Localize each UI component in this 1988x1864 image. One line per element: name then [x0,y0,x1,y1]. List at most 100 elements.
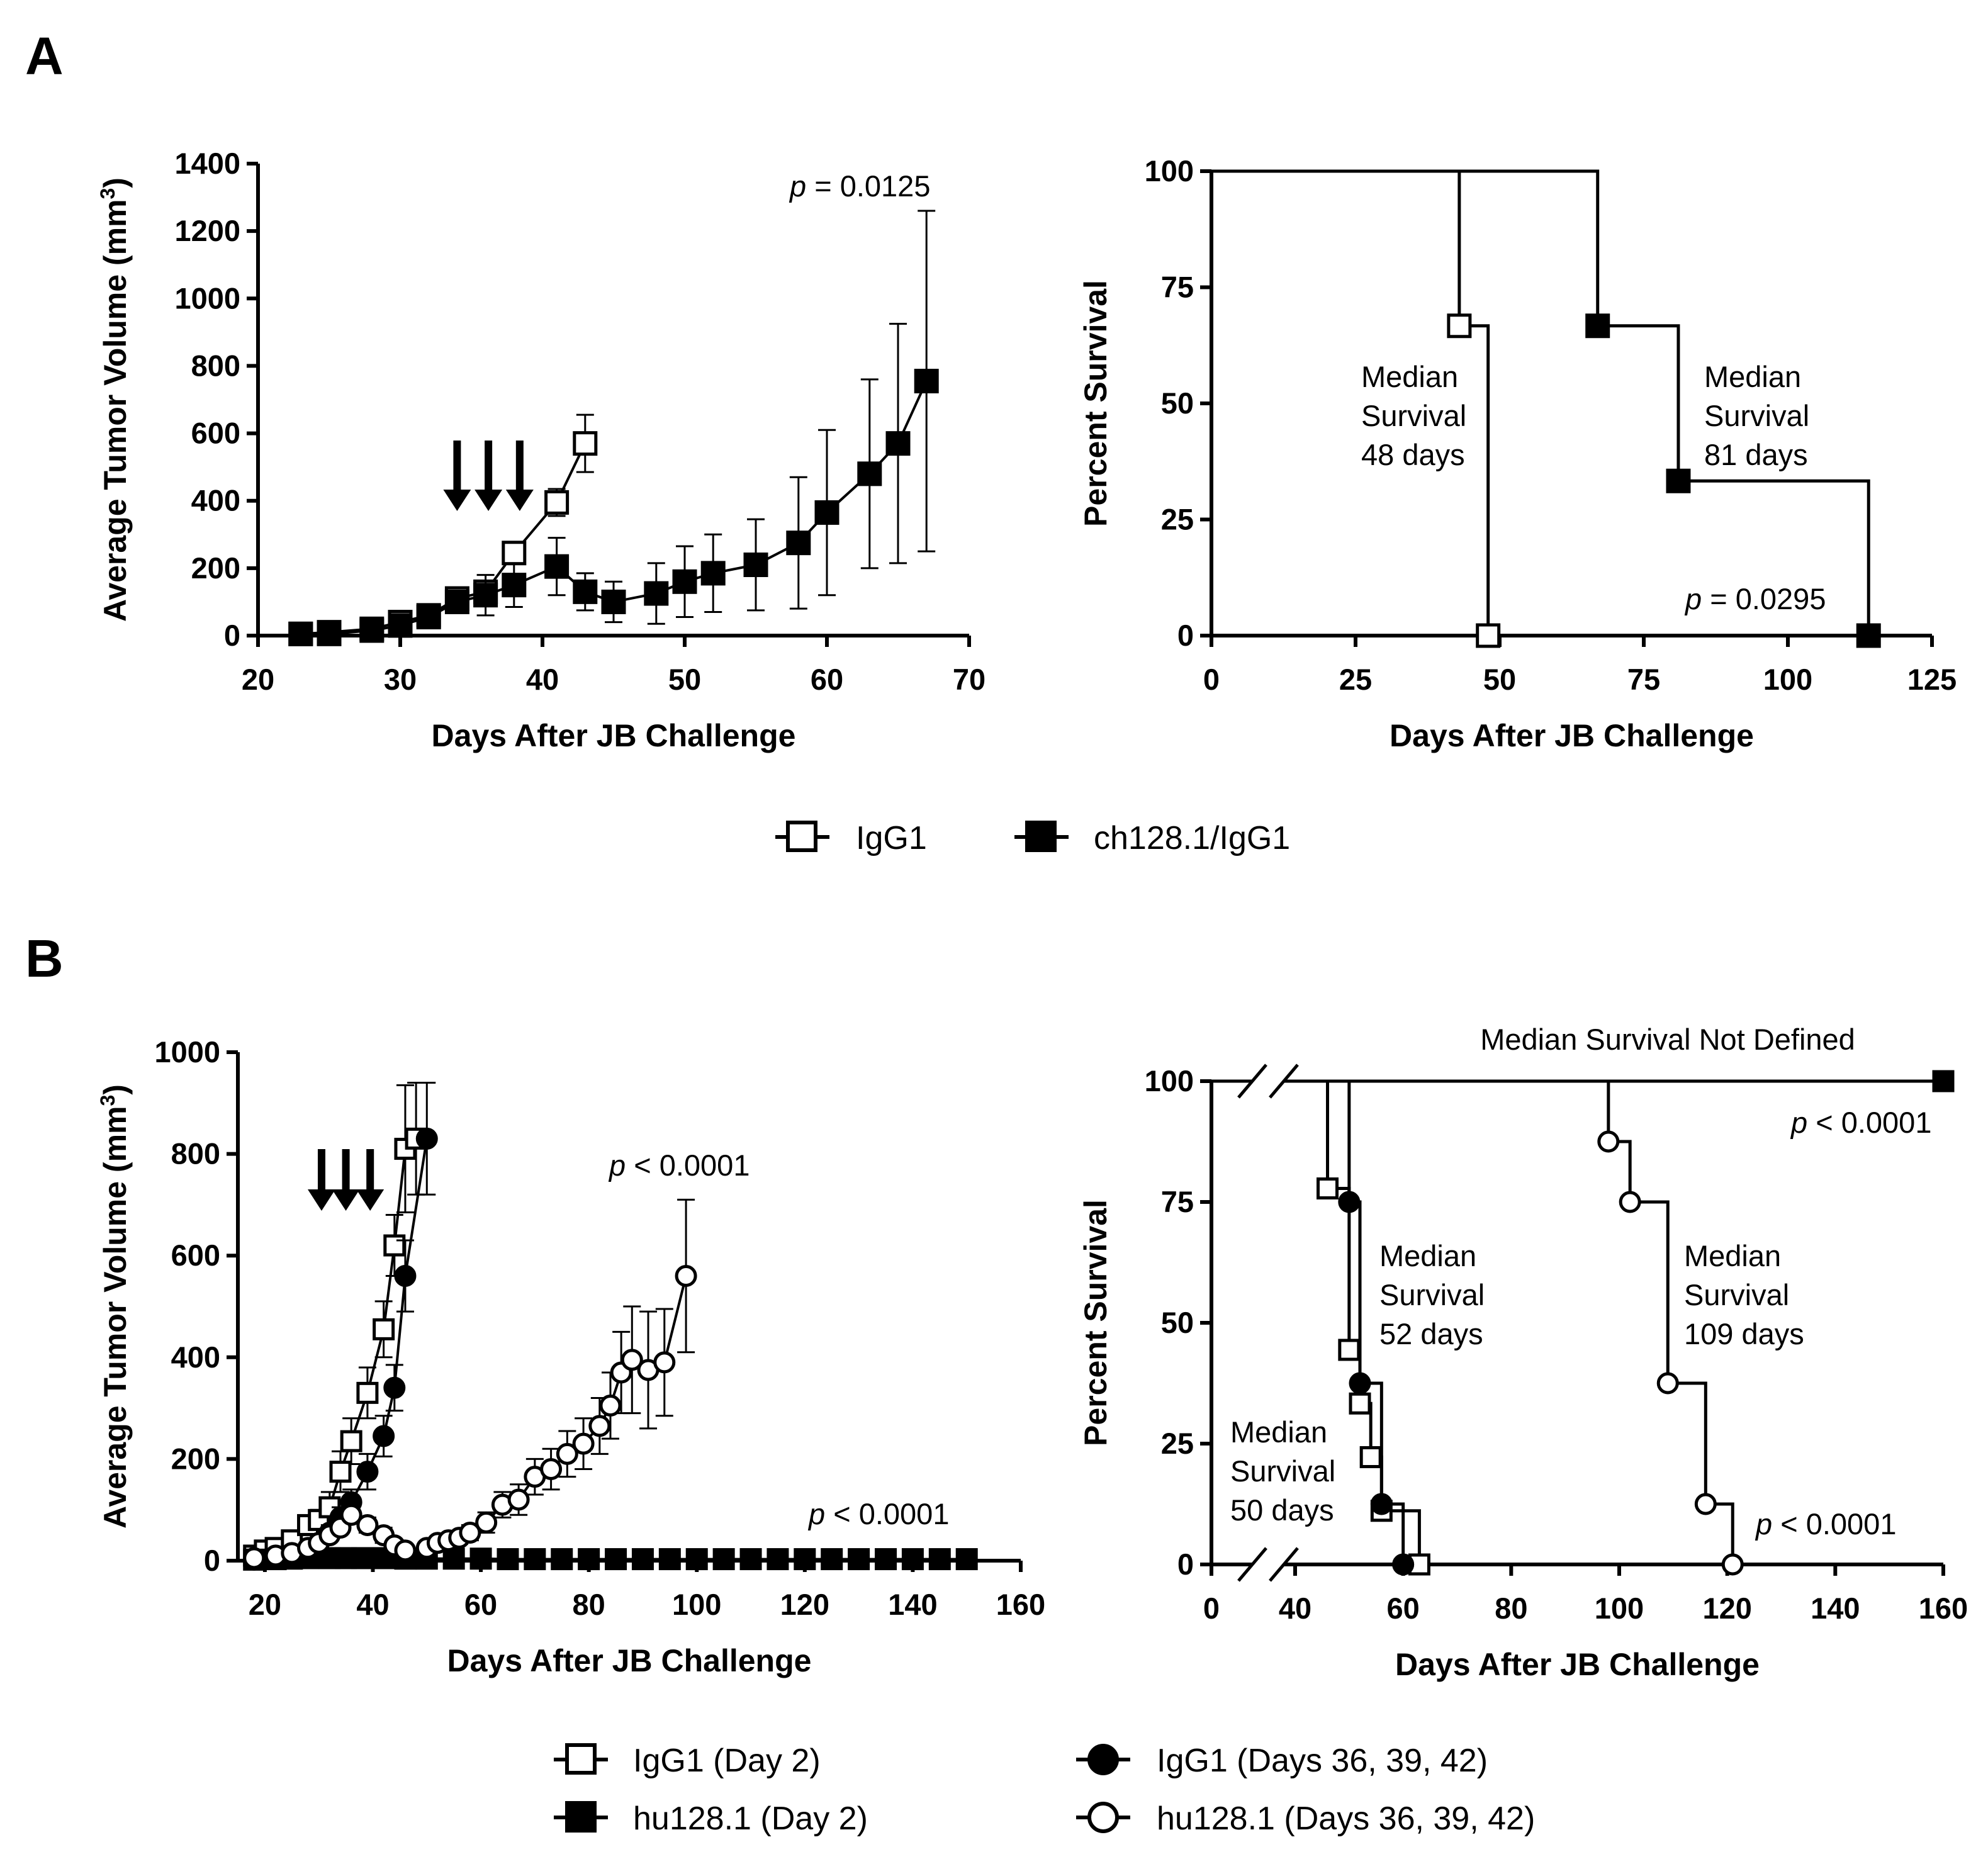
series-2 [243,1547,978,1571]
x-axis-label: Days After JB Challenge [1395,1647,1760,1682]
y-axis-label-text: Percent Survival [1078,280,1113,527]
median-survival-annotation: 48 days [1361,438,1465,471]
survival-mark [1338,1339,1361,1361]
p-value: = 0.0295 [1702,582,1826,615]
data-point [857,461,882,486]
y-axis-label-close: ) [98,1084,133,1095]
data-point [848,1548,870,1571]
survival-step-line [1284,1079,1734,1564]
median-survival-annotation: Survival [1684,1278,1789,1311]
data-point [444,589,469,614]
median-survival-annotation: 109 days [1684,1317,1804,1350]
x-tick-label: 120 [1702,1592,1751,1625]
treatment-arrow [475,441,503,511]
x-tick-label: 160 [996,1588,1045,1621]
y-tick-label: 75 [1161,271,1194,304]
y-tick-label: 25 [1161,1427,1194,1460]
data-point [700,561,726,586]
data-point [814,500,840,525]
series-line [253,1137,417,1557]
panel-label-b: B [25,929,64,988]
x-tick-label: 75 [1627,663,1660,696]
data-point [415,1127,438,1150]
data-point [885,431,911,456]
data-point [394,1539,417,1562]
data-point [416,605,441,630]
legend-open-circle-marker [1087,1802,1119,1833]
data-point [631,1548,654,1571]
legend-a-label-ch128: ch128.1/IgG1 [1094,820,1290,856]
survival-mark [1856,623,1881,648]
x-tick-label: 140 [1811,1592,1860,1625]
data-point [644,581,669,606]
series-3 [243,1198,697,1569]
x-tick-label: 20 [242,663,274,696]
chart-a-survival: 0 25 50 75 100 0 25 50 75 100 125 Days After JB Cha… [1078,154,1957,753]
data-point [356,1461,379,1483]
data-point [653,1351,676,1374]
data-point [544,490,570,515]
p-value: < 0.0001 [626,1148,750,1182]
y-tick-label: 0 [1177,1547,1194,1581]
series-line [300,442,587,636]
data-point [821,1548,843,1571]
data-point [340,1503,362,1526]
median-survival-annotation: Survival [1230,1454,1335,1488]
y-tick-label: 50 [1161,386,1194,420]
y-axis-label: Percent Survival [1078,1199,1113,1446]
data-point [340,1430,362,1452]
x-tick-label: 20 [249,1588,281,1621]
survival-series-1 [1211,169,1881,648]
survival-mark [1392,1553,1415,1576]
x-tick-label: 70 [953,663,986,696]
y-tick-label: 400 [191,484,240,517]
data-point [329,1461,352,1483]
p-value-annotation: p = 0.0295 [1684,582,1826,615]
data-point [540,1458,563,1481]
y-axis-label: Average Tumor Volume (mm3) [96,1084,133,1529]
x-axis-label: Days After JB Challenge [432,718,796,753]
y-axis-label-text: Average Tumor Volume (mm [98,199,133,622]
legend-open-square-marker [565,1743,597,1775]
data-point [469,1547,492,1570]
data-point [794,1548,816,1571]
y-tick-label: 200 [191,551,240,585]
y-tick-label: 0 [224,619,240,652]
data-point [317,621,342,646]
treatment-arrow [443,441,471,511]
survival-step-line [1211,169,1870,636]
chart-a-tumor-volume: 0 200 400 600 800 1000 1200 1400 20 30 40 50 60 70 Day… [96,147,986,753]
arrow-head [332,1189,360,1211]
legend-b-item-hu128-days: hu128.1 (Days 36, 39, 42) [1076,1800,1535,1837]
y-axis-label-superscript: 3 [96,188,119,199]
arrow-head [307,1189,335,1211]
p-symbol: p [1790,1106,1807,1139]
data-point [675,1265,697,1288]
x-tick-label: 40 [356,1588,389,1621]
arrow-head [443,490,471,511]
y-tick-label: 50 [1161,1306,1194,1339]
p-symbol: p [807,1497,825,1530]
median-survival-annotation: Survival [1379,1278,1485,1311]
data-point [243,1547,266,1569]
median-survival-annotation: Median [1230,1415,1327,1449]
y-tick-label: 200 [171,1442,220,1475]
y-tick-label: 100 [1145,1064,1194,1098]
chart-b-survival: 0 25 50 75 100 0 40 60 80 100 120 140 160 Days After … [1078,1023,1968,1682]
legend-b-label-igg1-day2: IgG1 (Day 2) [633,1743,821,1779]
x-tick-label: 60 [811,663,843,696]
panel-label-a: A [25,26,64,86]
legend-b-item-hu128-day2: hu128.1 (Day 2) [554,1800,868,1837]
y-tick-label: 75 [1161,1185,1194,1218]
y-tick-label: 1200 [174,214,240,247]
legend-a-item-igg1: IgG1 [775,820,927,856]
series-0 [243,1081,427,1567]
legend-filled-square-marker [565,1801,597,1833]
survival-mark [1694,1493,1717,1515]
data-point [743,553,768,577]
data-point [502,541,527,566]
x-tick-label: 125 [1907,663,1957,696]
y-tick-label: 800 [191,349,240,382]
data-point [739,1548,762,1571]
